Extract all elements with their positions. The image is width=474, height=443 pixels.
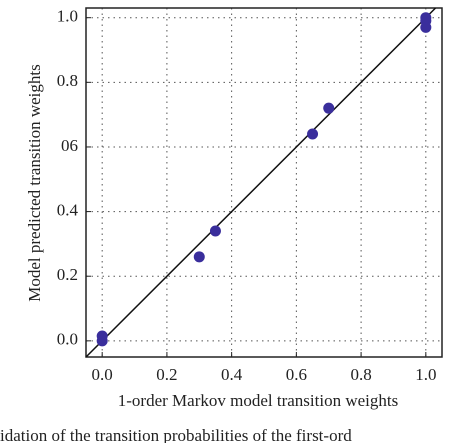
x-tick-label: 0.2	[156, 365, 177, 384]
x-tick-label: 0.4	[221, 365, 243, 384]
point	[307, 128, 319, 140]
point	[323, 102, 335, 114]
y-tick-label: 0.2	[57, 265, 78, 284]
y-tick-label: 1.0	[57, 7, 78, 26]
x-tick-label: 0.8	[350, 365, 371, 384]
point	[96, 330, 108, 342]
reference-line	[85, 7, 437, 358]
y-axis-title: Model predicted transition weights	[25, 64, 44, 301]
point	[209, 225, 221, 237]
x-tick-label: 0.0	[92, 365, 113, 384]
point	[420, 12, 432, 24]
y-tick-label: 06	[61, 136, 78, 155]
plot-frame	[85, 7, 443, 358]
caption: idation of the transition probabilities …	[0, 426, 352, 443]
y-tick-label: 0.4	[57, 200, 79, 219]
x-axis-title: 1-order Markov model transition weights	[118, 391, 398, 410]
y-tick-label: 0.0	[57, 330, 78, 349]
point	[193, 251, 205, 263]
x-tick-label: 1.0	[415, 365, 436, 384]
y-tick-label: 0.8	[57, 71, 78, 90]
x-tick-label: 0.6	[286, 365, 307, 384]
